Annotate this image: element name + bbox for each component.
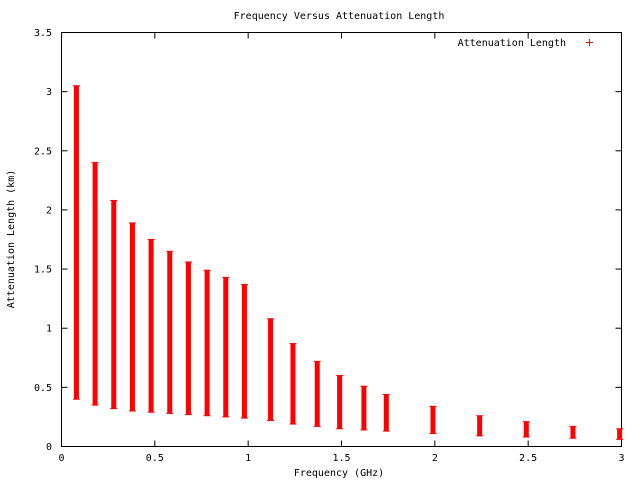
data-bar <box>268 318 274 421</box>
data-bar <box>570 426 576 439</box>
data-bar <box>148 239 154 413</box>
y-tick-label: 1 <box>46 324 52 335</box>
data-bar <box>223 277 229 417</box>
data-bar <box>383 394 389 432</box>
y-axis: 0 0.5 1 1.5 2 2.5 3 3.5 <box>34 28 622 453</box>
data-series <box>72 85 624 440</box>
data-bar <box>290 343 296 425</box>
x-tick-label: 0.5 <box>146 453 164 464</box>
y-tick-label: 0 <box>46 442 52 453</box>
data-bar <box>430 406 436 434</box>
data-bar <box>73 85 79 400</box>
x-tick-label: 1 <box>245 453 251 464</box>
data-bar <box>361 386 367 430</box>
legend-label: Attenuation Length <box>458 38 566 49</box>
x-tick-label: 1.5 <box>332 453 350 464</box>
y-tick-label: 1.5 <box>34 265 52 276</box>
y-tick-label: 3 <box>46 87 52 98</box>
chart-title: Frequency Versus Attenuation Length <box>234 11 445 22</box>
x-tick-label: 2.5 <box>519 453 537 464</box>
legend: Attenuation Length <box>458 38 593 49</box>
data-bar <box>314 361 320 427</box>
x-tick-label: 2 <box>432 453 438 464</box>
y-tick-label: 0.5 <box>34 383 52 394</box>
data-bar <box>241 284 247 419</box>
y-axis-label: Attenuation Length (km) <box>6 170 17 308</box>
data-bar <box>204 270 210 416</box>
y-tick-label: 2 <box>46 205 52 216</box>
y-tick-label: 2.5 <box>34 146 52 157</box>
data-bar <box>523 421 529 438</box>
data-bar <box>167 251 173 414</box>
data-bar <box>111 200 117 409</box>
x-tick-label: 0 <box>58 453 64 464</box>
data-bar <box>185 261 191 415</box>
data-bar <box>477 415 483 436</box>
x-axis-label: Frequency (GHz) <box>294 468 384 479</box>
data-bar <box>337 375 343 429</box>
data-bar <box>617 428 623 440</box>
data-bar <box>129 222 135 412</box>
x-axis: 0 0.5 1 1.5 2 2.5 3 <box>58 32 625 464</box>
x-tick-label: 3 <box>618 453 624 464</box>
data-bar <box>92 162 98 406</box>
y-tick-label: 3.5 <box>34 28 52 39</box>
